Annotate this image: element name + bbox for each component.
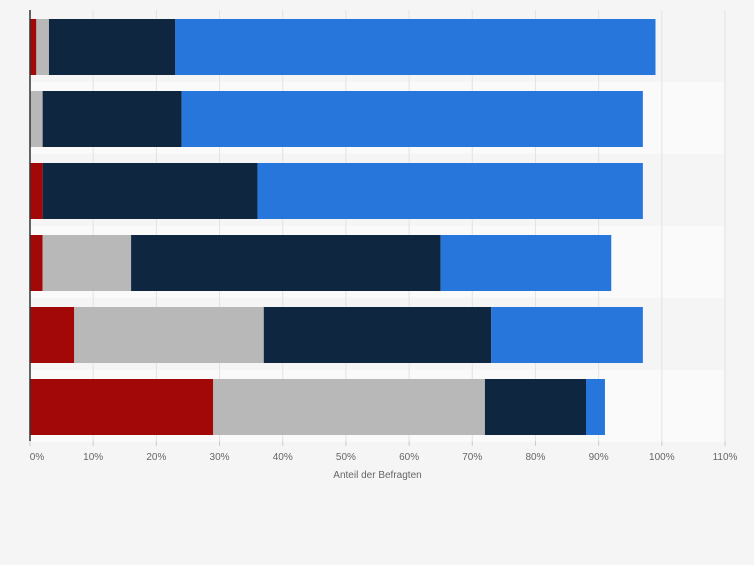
bar-segment bbox=[42, 235, 132, 291]
x-tick-label: 110% bbox=[713, 452, 738, 463]
bar-segment bbox=[257, 163, 643, 219]
bar-segment bbox=[36, 19, 49, 75]
bar-segment bbox=[181, 91, 643, 147]
bar-segment bbox=[491, 307, 643, 363]
x-tick-label: 40% bbox=[273, 452, 293, 463]
bar-segment bbox=[586, 379, 605, 435]
bar-segment bbox=[30, 163, 43, 219]
bar-segment bbox=[484, 379, 586, 435]
x-tick-label: 90% bbox=[589, 452, 609, 463]
bar-segment bbox=[30, 307, 75, 363]
bar-segment bbox=[440, 235, 612, 291]
x-tick-label: 0% bbox=[30, 452, 45, 463]
x-tick-label: 30% bbox=[210, 452, 230, 463]
bar-segment bbox=[263, 307, 492, 363]
bar-segment bbox=[30, 379, 214, 435]
bar-segment bbox=[131, 235, 441, 291]
bar-segment bbox=[42, 91, 182, 147]
grid-lines bbox=[92, 10, 726, 441]
x-tick-label: 100% bbox=[649, 452, 675, 463]
x-tick-label: 50% bbox=[336, 452, 356, 463]
bar-segment bbox=[30, 19, 37, 75]
bar-segment bbox=[175, 19, 656, 75]
bar-segment bbox=[48, 19, 176, 75]
bar-segment bbox=[213, 379, 485, 435]
x-axis-ticks: 0% 10% 20% 30% 40% 50% 60% 70% 80% 90% 100% 110% bbox=[29, 441, 738, 463]
x-tick-label: 20% bbox=[146, 452, 166, 463]
bar-segment bbox=[30, 91, 43, 147]
x-tick-label: 70% bbox=[462, 452, 482, 463]
bar-series bbox=[30, 19, 656, 435]
bar-segment bbox=[30, 235, 43, 291]
bar-segment bbox=[74, 307, 264, 363]
x-axis-label: Anteil der Befragten bbox=[333, 470, 421, 481]
x-tick-label: 10% bbox=[83, 452, 103, 463]
x-tick-label: 60% bbox=[399, 452, 419, 463]
bar-segment bbox=[42, 163, 258, 219]
x-tick-label: 80% bbox=[525, 452, 545, 463]
